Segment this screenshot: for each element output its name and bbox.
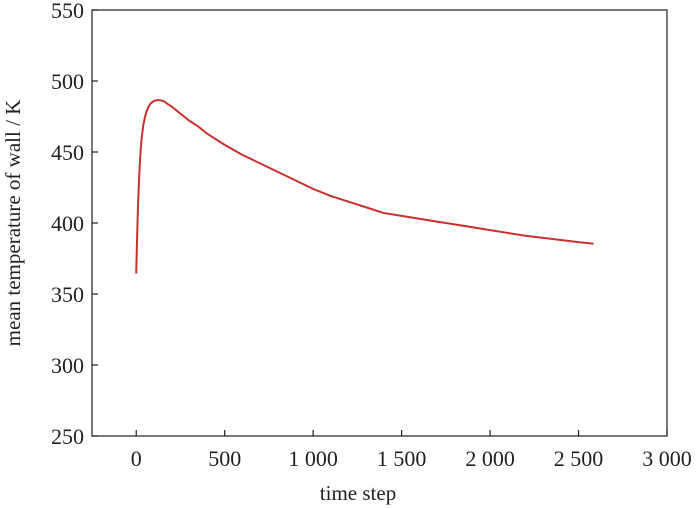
y-tick-label: 500 — [51, 69, 84, 94]
x-tick-label: 0 — [131, 446, 142, 471]
x-axis-tick-labels: 0 500 1 000 1 500 2 000 2 500 3 000 — [131, 446, 692, 471]
x-tick-label: 2 500 — [554, 446, 604, 471]
x-axis-ticks — [135, 430, 668, 436]
x-tick-label: 3 000 — [642, 446, 692, 471]
y-tick-label: 250 — [51, 424, 84, 449]
y-tick-label: 300 — [51, 353, 84, 378]
y-tick-label: 550 — [51, 0, 84, 23]
y-tick-label: 400 — [51, 211, 84, 236]
y-axis-ticks — [92, 9, 98, 437]
series-layer — [135, 99, 594, 274]
y-tick-label: 450 — [51, 140, 84, 165]
series-line-0 — [135, 99, 594, 274]
x-tick-label: 1 500 — [377, 446, 427, 471]
x-tick-label: 1 000 — [288, 446, 338, 471]
y-axis-title: mean temperature of wall / K — [1, 100, 25, 347]
plot-frame — [91, 9, 668, 437]
y-axis-tick-labels: 250 300 350 400 450 500 550 — [51, 0, 84, 449]
x-tick-label: 2 000 — [465, 446, 515, 471]
y-tick-label: 350 — [51, 282, 84, 307]
x-tick-label: 500 — [208, 446, 241, 471]
x-axis-title: time step — [320, 481, 396, 505]
